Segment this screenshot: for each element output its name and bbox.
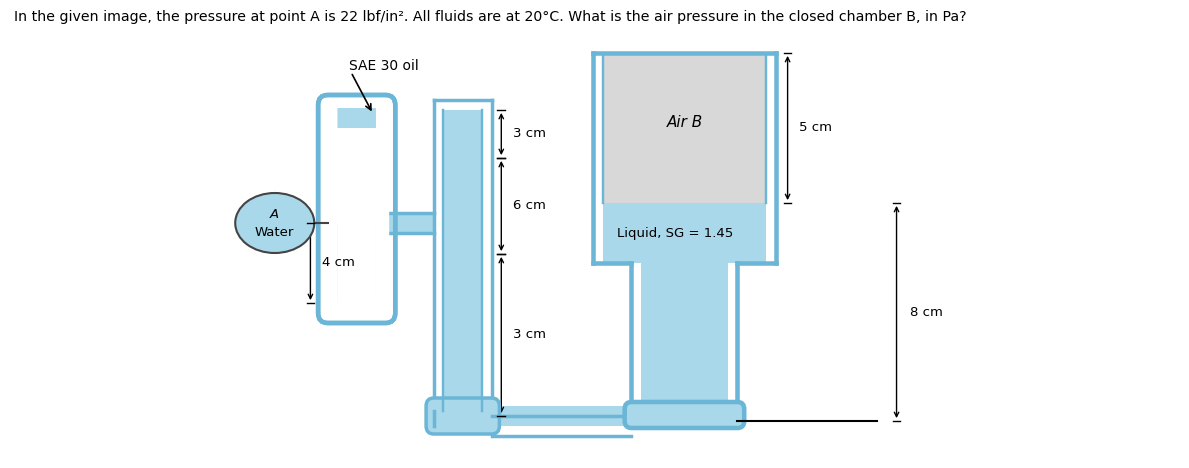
Text: SAE 30 oil: SAE 30 oil [350, 59, 419, 73]
FancyBboxPatch shape [624, 402, 744, 428]
Bar [603, 53, 767, 203]
FancyBboxPatch shape [338, 223, 376, 303]
FancyBboxPatch shape [338, 110, 376, 303]
FancyBboxPatch shape [426, 398, 499, 434]
Text: 8 cm: 8 cm [910, 306, 943, 319]
Text: 6 cm: 6 cm [512, 199, 546, 212]
Bar [603, 203, 767, 263]
Bar [482, 406, 631, 426]
FancyBboxPatch shape [338, 108, 376, 128]
Bar [385, 213, 434, 233]
Text: 4 cm: 4 cm [322, 256, 354, 270]
Bar [641, 263, 728, 416]
Text: Water: Water [256, 227, 295, 240]
Text: In the given image, the pressure at point A is 22 lbf/in². All fluids are at 20°: In the given image, the pressure at poin… [14, 10, 967, 24]
Text: 5 cm: 5 cm [799, 122, 832, 134]
Text: Air B: Air B [666, 116, 703, 131]
Text: 3 cm: 3 cm [512, 329, 546, 342]
FancyBboxPatch shape [338, 109, 376, 303]
Text: Liquid, SG = 1.45: Liquid, SG = 1.45 [617, 227, 732, 240]
Text: A: A [270, 209, 279, 221]
Text: 3 cm: 3 cm [512, 127, 546, 140]
Ellipse shape [235, 193, 314, 253]
Bar [443, 110, 482, 416]
